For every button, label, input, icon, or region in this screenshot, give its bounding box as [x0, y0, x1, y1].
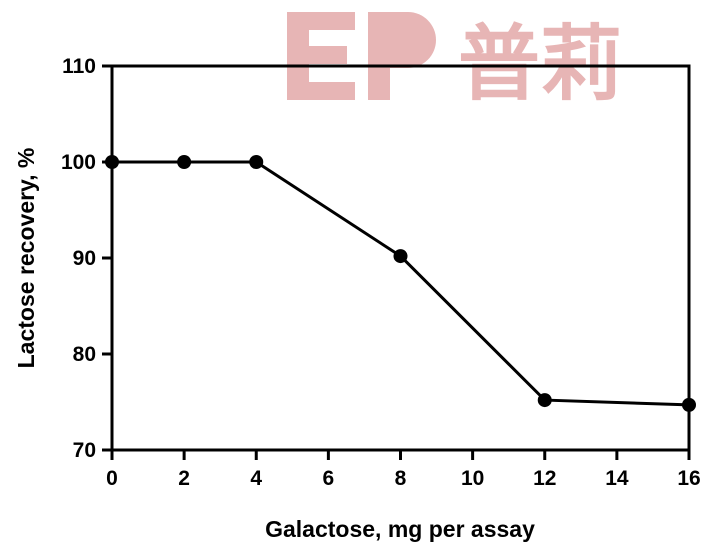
- y-tick-label: 70: [73, 439, 96, 462]
- data-series: [105, 155, 696, 412]
- series-line: [112, 160, 690, 407]
- x-axis-ticks: 0 2 4 6 8 10 12 14 16: [106, 450, 701, 490]
- data-point: [105, 155, 119, 169]
- y-axis-ticks: 70 80 90 100 110: [61, 55, 112, 462]
- y-tick-label: 90: [73, 247, 96, 270]
- x-tick-label: 0: [106, 467, 118, 490]
- x-tick-label: 14: [605, 467, 629, 490]
- x-tick-label: 16: [677, 467, 700, 490]
- x-tick-label: 6: [323, 467, 335, 490]
- y-tick-label: 100: [61, 151, 96, 174]
- data-point: [682, 397, 696, 412]
- x-tick-label: 12: [533, 467, 556, 490]
- y-axis-title: Lactose recovery, %: [13, 148, 39, 369]
- x-tick-label: 10: [461, 467, 484, 490]
- y-tick-label: 110: [62, 55, 96, 78]
- watermark-logo: 普莉: [287, 12, 622, 112]
- x-tick-label: 8: [395, 467, 407, 490]
- data-point: [249, 155, 264, 169]
- y-tick-label: 80: [73, 343, 96, 366]
- x-tick-label: 2: [178, 467, 190, 490]
- x-axis-title: Galactose, mg per assay: [265, 516, 535, 542]
- data-point: [537, 393, 552, 408]
- data-point: [393, 249, 408, 264]
- x-tick-label: 4: [250, 467, 262, 490]
- data-point: [177, 155, 192, 169]
